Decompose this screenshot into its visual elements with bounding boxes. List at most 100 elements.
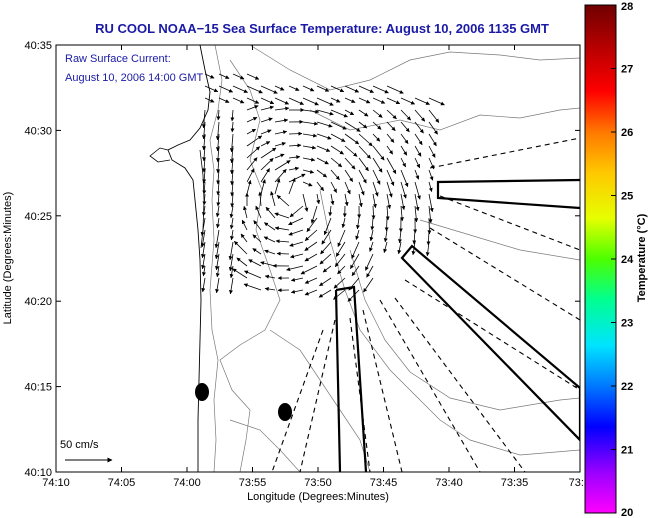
current-vector (316, 193, 321, 205)
current-vector (240, 233, 248, 243)
current-vector (230, 121, 235, 133)
current-vector (218, 97, 230, 103)
current-vector (372, 181, 379, 197)
current-vector (246, 146, 260, 159)
current-vector (274, 178, 281, 195)
current-vector (344, 181, 351, 195)
current-vector (228, 253, 234, 272)
current-vector (369, 241, 374, 252)
current-vector (400, 193, 406, 211)
current-vector (229, 217, 234, 230)
current-vector (232, 268, 248, 279)
current-vector (316, 121, 333, 128)
current-vector (386, 145, 394, 155)
current-vector (229, 145, 234, 164)
current-vector (260, 85, 278, 94)
current-vector (236, 257, 248, 267)
current-vector (358, 193, 363, 208)
current-vector (344, 133, 360, 145)
current-vector (355, 229, 360, 240)
current-vector (202, 181, 207, 195)
current-vector (253, 220, 262, 231)
current-vector (288, 177, 296, 195)
current-vector (274, 212, 290, 219)
current-vector (428, 145, 436, 158)
current-vector (200, 217, 206, 237)
current-vector (386, 169, 395, 186)
current-vector (358, 145, 371, 159)
current-vector (288, 143, 302, 148)
current-vector (400, 181, 407, 199)
inset-label-line1: Raw Surface Current: (65, 53, 171, 65)
current-vector (428, 157, 435, 170)
current-vector (274, 141, 286, 147)
current-vector (316, 85, 330, 92)
colorbar-tick-label: 21 (621, 445, 633, 457)
current-vector (229, 265, 234, 279)
current-vector (304, 241, 318, 251)
current-vector (252, 234, 262, 243)
current-vector (201, 241, 206, 259)
current-vector (263, 222, 276, 231)
current-vector (302, 85, 315, 92)
current-vector (201, 121, 206, 140)
current-vector (232, 97, 245, 104)
current-vector (428, 121, 438, 135)
colorbar-ticks: 28 27 26 25 24 23 22 21 20 (611, 1, 634, 518)
current-vector (428, 133, 437, 147)
current-vector (288, 85, 300, 91)
current-vector (202, 145, 207, 162)
current-vector (350, 253, 360, 270)
current-vector (228, 241, 234, 261)
current-vector (246, 97, 260, 104)
wedge-north (436, 178, 580, 210)
current-vector (414, 121, 424, 134)
current-vector (289, 205, 304, 218)
current-vector (274, 130, 288, 135)
current-vector (344, 193, 349, 207)
x-tick-label: 73:40 (435, 477, 463, 489)
current-vector (365, 253, 374, 271)
y-tick-label: 40:15 (24, 382, 52, 394)
current-vector (232, 85, 248, 93)
current-vector (330, 145, 344, 155)
y-axis-label: Latitude (Degrees:Minutes) (2, 192, 14, 325)
mooring-buoy (195, 383, 209, 401)
current-vector (302, 109, 320, 114)
current-vector (246, 157, 258, 171)
current-vector (363, 277, 374, 293)
x-tick-label: 73:50 (304, 477, 332, 489)
current-vector (333, 277, 346, 289)
current-vector (229, 277, 234, 295)
current-vector (366, 265, 374, 278)
current-vector (230, 193, 235, 208)
current-vector (428, 181, 433, 192)
current-vector (248, 259, 262, 267)
current-vector (290, 253, 304, 259)
current-vector (358, 109, 369, 117)
current-vector (290, 277, 304, 282)
current-vector (230, 181, 235, 197)
current-vector (304, 277, 318, 284)
current-vector (316, 181, 325, 192)
mooring-buoy (278, 403, 292, 421)
current-vector (230, 157, 234, 175)
coastline-inlet (149, 147, 171, 163)
current-vector (398, 229, 402, 244)
current-vector (214, 241, 220, 260)
current-vector (302, 145, 317, 150)
current-vector (426, 229, 431, 246)
current-vector (316, 145, 331, 152)
current-vector (330, 121, 347, 130)
current-vector (412, 229, 417, 245)
current-vector (344, 145, 358, 157)
current-vector (288, 166, 300, 171)
current-vector (215, 253, 220, 271)
current-vector (414, 109, 426, 122)
current-vector (304, 289, 318, 296)
current-vector (316, 133, 332, 140)
current-vector (358, 169, 367, 184)
current-vector (255, 205, 262, 219)
current-vector (288, 97, 304, 105)
current-vector (414, 145, 422, 157)
